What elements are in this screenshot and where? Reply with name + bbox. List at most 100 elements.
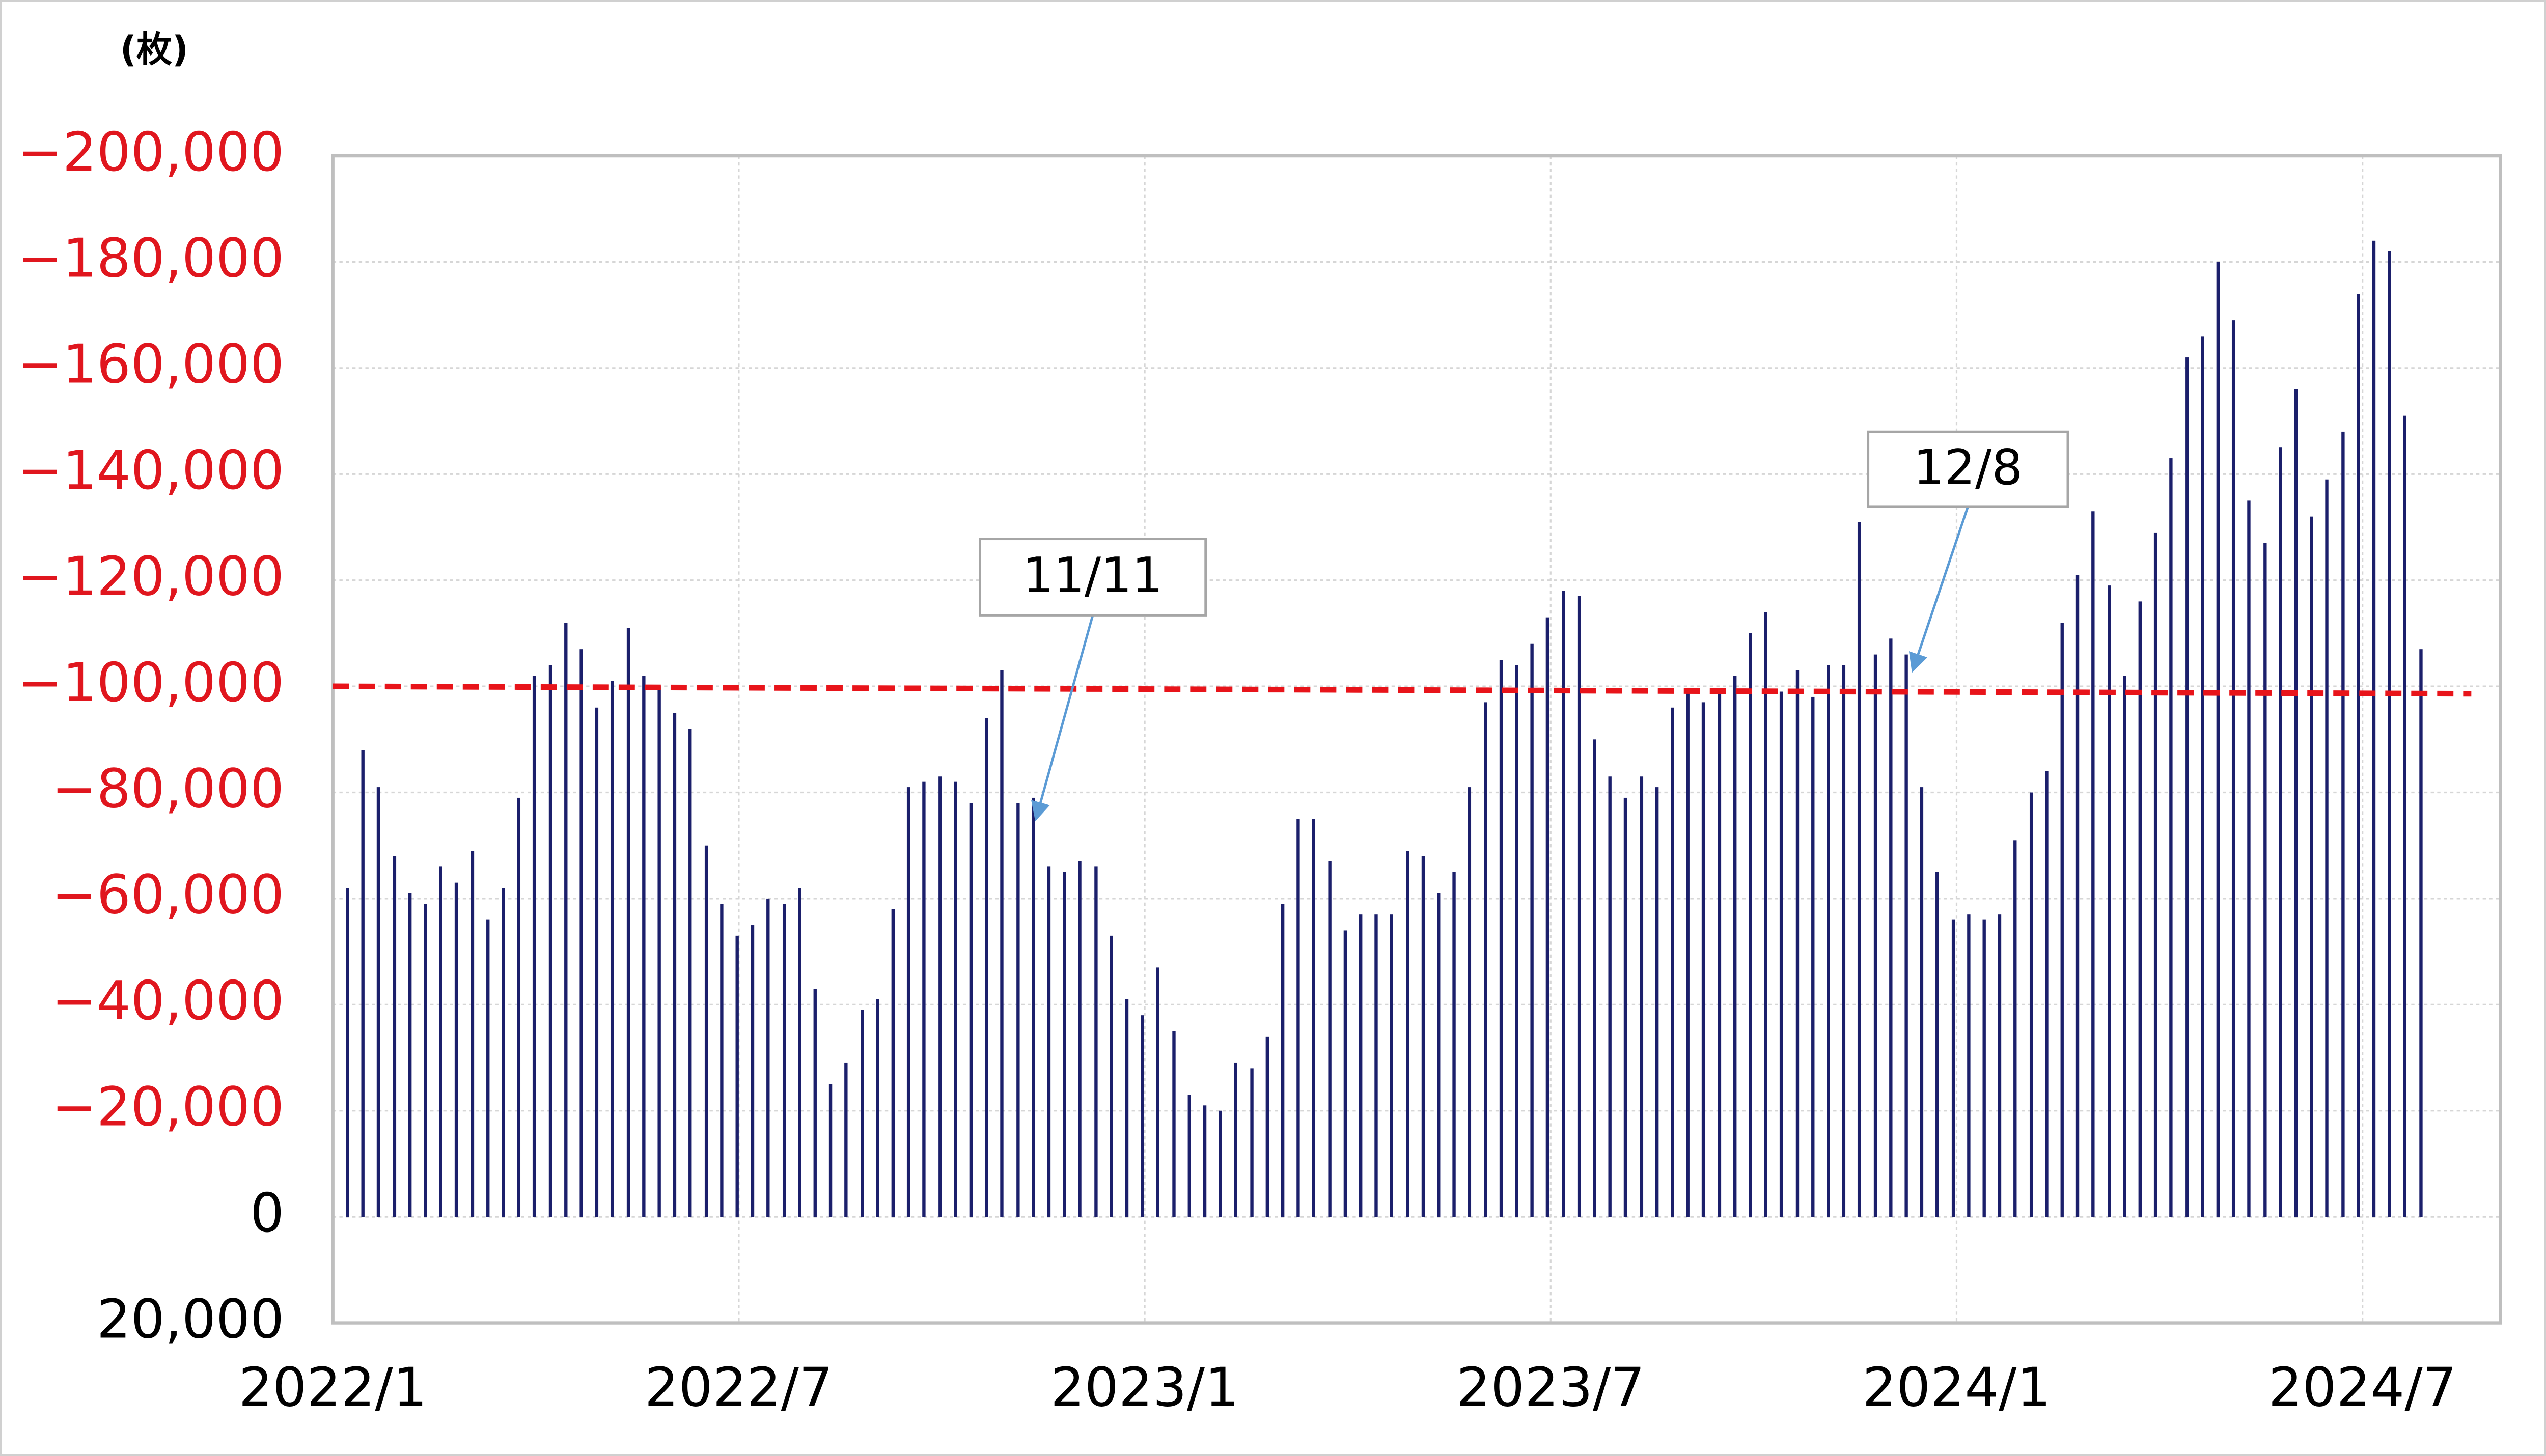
- bar: [610, 681, 614, 1217]
- bar: [2075, 575, 2080, 1217]
- bar: [564, 623, 568, 1217]
- bar: [361, 750, 365, 1217]
- bar: [1296, 819, 1300, 1217]
- bar: [828, 1084, 833, 1217]
- bar: [1141, 1015, 1144, 1217]
- bar: [471, 851, 475, 1217]
- bar: [532, 676, 536, 1217]
- bar: [1967, 914, 1971, 1217]
- bar: [861, 1010, 864, 1217]
- bar: [424, 904, 427, 1217]
- bar: [2263, 543, 2267, 1217]
- bar: [1343, 930, 1347, 1217]
- bar: [2108, 585, 2111, 1217]
- bar: [657, 686, 661, 1217]
- bar: [938, 776, 942, 1217]
- bar: [1234, 1062, 1237, 1217]
- y-tick-label: −60,000: [52, 863, 284, 926]
- annotation-arrow: [1031, 614, 1094, 822]
- bar: [1608, 776, 1612, 1217]
- bar: [720, 904, 724, 1217]
- bar: [2372, 240, 2376, 1217]
- bar: [408, 893, 412, 1217]
- bar: [1749, 633, 1752, 1217]
- y-tick-label: 20,000: [97, 1287, 284, 1350]
- bar: [2169, 458, 2173, 1217]
- annotation-box: [979, 538, 1207, 617]
- bar: [906, 787, 910, 1217]
- bar: [1686, 691, 1690, 1217]
- x-tick-label: 2024/1: [1862, 1356, 2051, 1418]
- bar: [1857, 522, 1861, 1217]
- bar: [1172, 1031, 1176, 1217]
- bar: [1032, 797, 1035, 1217]
- bar: [2419, 649, 2423, 1217]
- bar: [766, 898, 770, 1217]
- x-tick-label: 2022/7: [645, 1356, 833, 1418]
- bar: [579, 649, 583, 1217]
- bar: [1998, 914, 2002, 1217]
- bar: [1904, 654, 1908, 1217]
- bar: [1063, 872, 1066, 1217]
- bar: [1842, 665, 1846, 1217]
- bar: [1406, 851, 1409, 1217]
- bar: [595, 707, 599, 1217]
- bar: [2310, 516, 2313, 1217]
- bar: [798, 888, 801, 1217]
- bar: [376, 787, 380, 1217]
- annotation-text: 11/11: [1022, 547, 1163, 604]
- bar: [782, 904, 786, 1217]
- bar: [1951, 919, 1955, 1217]
- bar: [1000, 670, 1004, 1217]
- bar: [1593, 739, 1596, 1217]
- bar: [2388, 251, 2391, 1217]
- y-tick-label: −20,000: [52, 1076, 284, 1138]
- bar: [1795, 670, 1800, 1217]
- bar: [1640, 776, 1644, 1217]
- bar: [1125, 999, 1129, 1217]
- x-tick-label: 2023/7: [1456, 1356, 1645, 1418]
- x-tick-label: 2023/1: [1050, 1356, 1239, 1418]
- bar: [1047, 866, 1051, 1217]
- bar: [1390, 914, 1393, 1217]
- bar: [844, 1062, 848, 1217]
- y-tick-label: −80,000: [52, 757, 284, 820]
- bar: [1094, 866, 1098, 1217]
- bar: [2029, 792, 2033, 1217]
- bar: [393, 856, 397, 1217]
- y-tick-label: −200,000: [18, 121, 284, 183]
- bar: [688, 729, 692, 1217]
- bar: [454, 882, 458, 1217]
- bar: [1219, 1110, 1222, 1217]
- x-tick-label: 2022/1: [239, 1356, 427, 1418]
- annotation-text: 12/8: [1913, 439, 2023, 496]
- bar: [1671, 707, 1674, 1217]
- bar: [1779, 691, 1783, 1217]
- bar: [1889, 638, 1893, 1217]
- bar: [642, 676, 646, 1217]
- bar: [1265, 1036, 1269, 1217]
- bar: [1421, 856, 1425, 1217]
- bar: [751, 925, 755, 1217]
- bar: [548, 665, 552, 1217]
- bar: [1873, 654, 1877, 1217]
- bar: [2279, 447, 2282, 1217]
- bar: [1499, 660, 1503, 1217]
- bar: [1374, 914, 1378, 1217]
- bar: [1577, 596, 1581, 1217]
- bar: [1078, 861, 1082, 1217]
- plot-border: [331, 154, 2502, 1325]
- bar: [1484, 702, 1487, 1217]
- bar: [2013, 840, 2017, 1217]
- bar: [876, 999, 879, 1217]
- bar: [2294, 389, 2298, 1217]
- bar: [2091, 511, 2095, 1217]
- bar: [2060, 623, 2064, 1217]
- bar: [922, 781, 926, 1217]
- bar: [1827, 665, 1830, 1217]
- bar: [891, 909, 895, 1217]
- bar: [673, 713, 677, 1217]
